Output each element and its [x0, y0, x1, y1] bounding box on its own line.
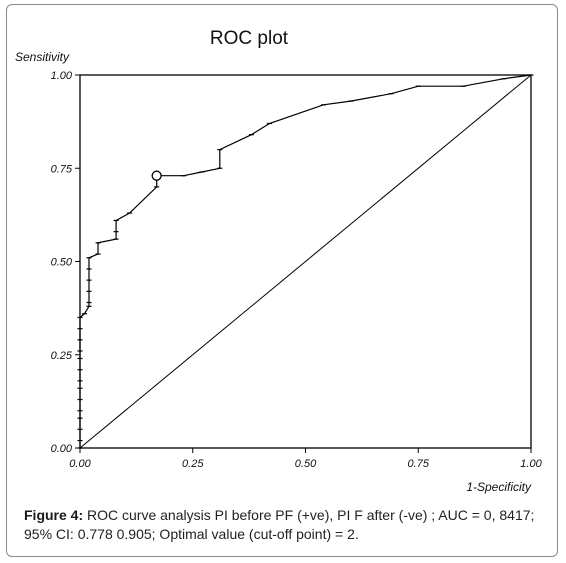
x-tick-label: 0.75	[408, 458, 430, 470]
series-layer	[77, 74, 534, 449]
figure-caption: Figure 4: ROC curve analysis PI before P…	[24, 506, 544, 544]
roc-chart: ROC plot Sensitivity 1-Specificity 0.00 0…	[15, 28, 543, 494]
x-tick-label: 1.00	[520, 458, 542, 470]
axis-ticks: 0.00 0.25 0.50 0.75 1.00 0.00 0.25 0.50 0.75 1.00	[51, 70, 543, 470]
y-axis-label: Sensitivity	[15, 50, 70, 64]
x-axis-label: 1-Specificity	[466, 480, 532, 494]
y-tick-label: 0.50	[51, 257, 73, 269]
x-tick-label: 0.00	[69, 458, 91, 470]
roc-curve-line	[79, 74, 532, 448]
y-tick-label: 0.25	[51, 350, 73, 362]
reference-diagonal-line	[79, 74, 532, 449]
caption-text: ROC curve analysis PI before PF (+ve), P…	[24, 507, 535, 542]
chart-title: ROC plot	[210, 28, 289, 49]
x-tick-label: 0.50	[295, 458, 317, 470]
x-tick-label: 0.25	[182, 458, 204, 470]
y-tick-label: 1.00	[51, 70, 73, 82]
optimal-cutoff-marker	[151, 170, 162, 181]
y-tick-label: 0.00	[51, 443, 73, 455]
y-tick-label: 0.75	[51, 163, 73, 175]
caption-label: Figure 4:	[24, 507, 84, 523]
